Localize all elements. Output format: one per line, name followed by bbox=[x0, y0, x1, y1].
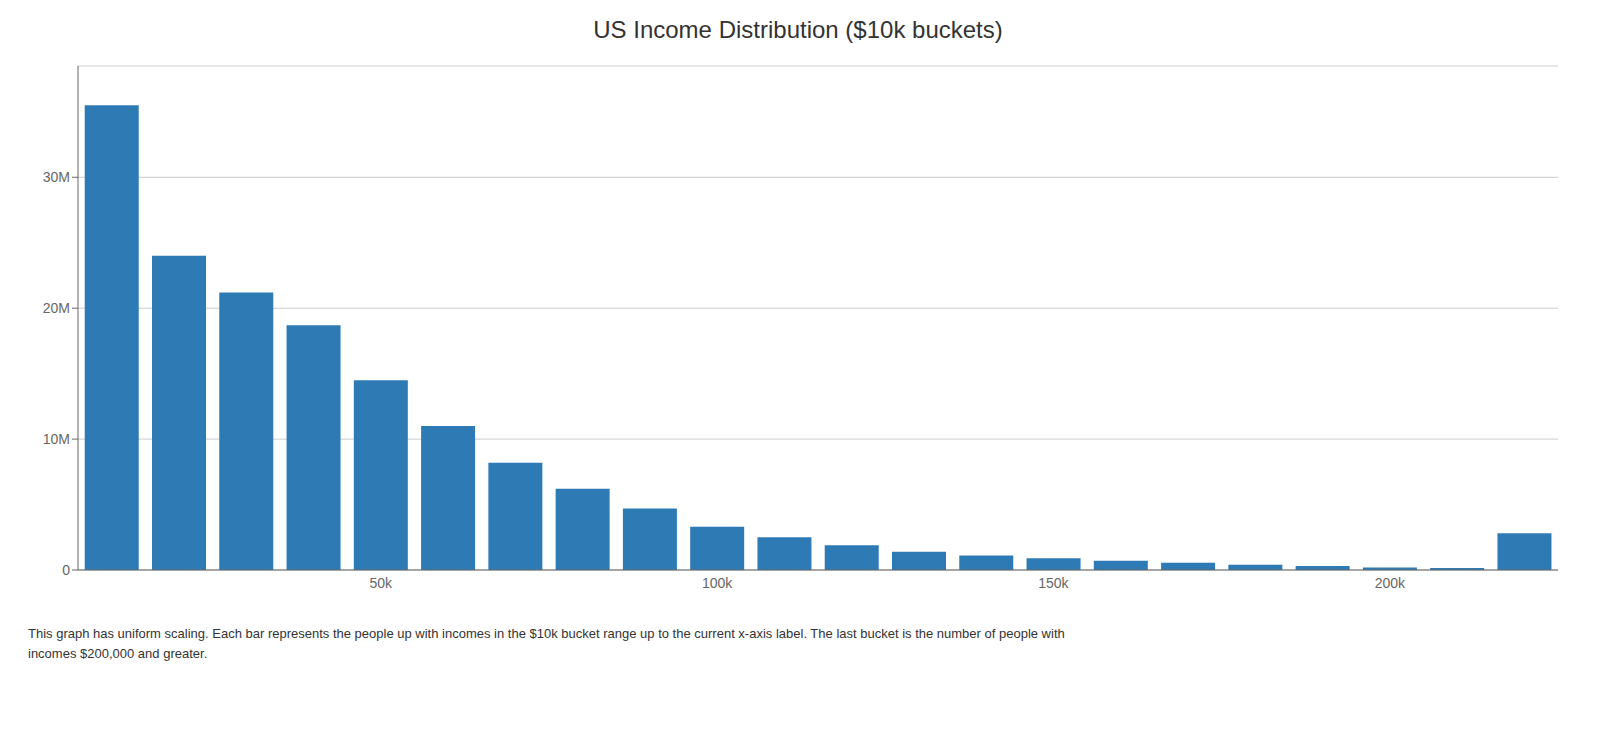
svg-text:50k: 50k bbox=[369, 575, 393, 591]
svg-text:200k: 200k bbox=[1375, 575, 1406, 591]
svg-text:20M: 20M bbox=[43, 300, 70, 316]
svg-text:150k: 150k bbox=[1038, 575, 1069, 591]
html-text:This graph has uniform scaling: This graph has uniform scaling. Each bar… bbox=[28, 626, 1065, 641]
html-text:US Income Distribution ($10k b: US Income Distribution ($10k buckets) bbox=[593, 16, 1003, 43]
svg-text:0: 0 bbox=[62, 562, 70, 578]
svg-text:100k: 100k bbox=[702, 575, 733, 591]
svg-text:30M: 30M bbox=[43, 169, 70, 185]
html-text:incomes $200,000 and greater.: incomes $200,000 and greater. bbox=[28, 646, 208, 661]
svg-text:10M: 10M bbox=[43, 431, 70, 447]
